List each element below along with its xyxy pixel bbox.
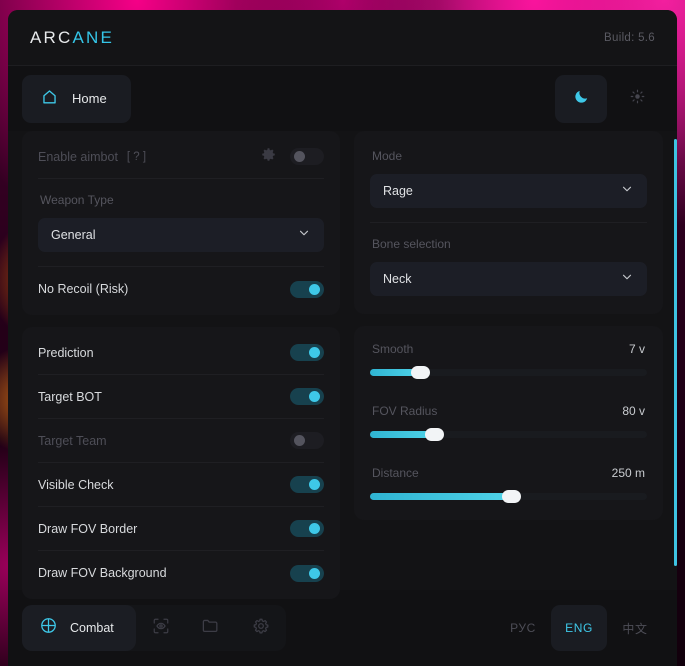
row-target-team[interactable]: Target Team <box>38 419 324 463</box>
toggle-list-card: Prediction Target BOT Target Team Visible C… <box>22 327 340 599</box>
row-visible-check[interactable]: Visible Check <box>38 463 324 507</box>
bone-selection-label: Bone selection <box>372 237 451 251</box>
row-enable-aimbot[interactable]: Enable aimbot [ ? ] <box>38 135 324 179</box>
settings-gear-icon <box>252 617 270 640</box>
slider-label: FOV Radius <box>372 404 438 418</box>
theme-dark-button[interactable] <box>555 74 607 123</box>
row-target-bot[interactable]: Target BOT <box>38 375 324 419</box>
weapon-type-value: General <box>51 228 96 242</box>
home-icon <box>40 87 59 111</box>
toggle-row-label: Prediction <box>38 345 94 360</box>
navigation-bar: Home <box>8 66 677 131</box>
toggle-switch[interactable] <box>290 564 324 582</box>
no-recoil-toggle[interactable] <box>290 280 324 298</box>
chevron-down-icon <box>297 226 311 245</box>
slider-value: 250 m <box>611 466 645 480</box>
slider-track[interactable] <box>370 428 647 441</box>
app-logo: ARCANE <box>30 28 114 48</box>
chevron-down-icon <box>620 270 634 289</box>
left-column: Enable aimbot [ ? ] Weapon Type <box>22 131 340 599</box>
slider-track[interactable] <box>370 490 647 503</box>
application-window: ARCANE Build: 5.6 Home <box>8 10 677 666</box>
toggle-row-label: Draw FOV Border <box>38 521 138 536</box>
bone-selection-value: Neck <box>383 272 412 286</box>
aimbot-card: Enable aimbot [ ? ] Weapon Type <box>22 131 340 315</box>
row-draw-fov-background[interactable]: Draw FOV Background <box>38 551 324 595</box>
right-column: Mode Rage Bone selection Neck <box>354 131 663 590</box>
theme-light-button[interactable] <box>611 75 663 123</box>
bone-selection-select[interactable]: Neck <box>370 262 647 296</box>
mode-field: Mode Rage <box>370 135 647 223</box>
chevron-down-icon <box>620 182 634 201</box>
tab-visuals[interactable] <box>136 605 186 651</box>
theme-switcher <box>555 74 663 123</box>
tab-configs[interactable] <box>186 605 236 651</box>
toggle-switch[interactable] <box>290 476 324 493</box>
toggle-row-label: Target Team <box>38 433 107 448</box>
language-button[interactable]: РУС <box>510 621 536 635</box>
bone-selection-field: Bone selection Neck <box>370 223 647 310</box>
slider-handle[interactable] <box>502 490 522 503</box>
toggle-row-label: Draw FOV Background <box>38 566 167 580</box>
slider-fill <box>370 493 512 500</box>
slider-smooth: Smooth 7 v <box>370 330 647 392</box>
slider-track[interactable] <box>370 366 647 379</box>
logo-accent: ANE <box>72 27 115 47</box>
tab-combat[interactable]: Combat <box>22 605 136 651</box>
slider-distance: Distance 250 m <box>370 454 647 516</box>
weapon-type-field: Weapon Type General <box>38 179 324 267</box>
toggle-switch[interactable] <box>290 388 324 405</box>
slider-handle[interactable] <box>410 366 430 379</box>
nav-tab-home-label: Home <box>72 91 107 106</box>
settings-body: Enable aimbot [ ? ] Weapon Type <box>8 131 677 599</box>
crosshair-icon <box>39 616 58 640</box>
toggle-row-label: Visible Check <box>38 477 114 492</box>
toggle-switch[interactable] <box>290 344 324 361</box>
gear-icon[interactable] <box>261 147 276 167</box>
enable-aimbot-label: Enable aimbot <box>38 149 118 164</box>
enable-aimbot-toggle[interactable] <box>290 148 324 165</box>
logo-primary: ARC <box>30 27 73 47</box>
row-prediction[interactable]: Prediction <box>38 331 324 375</box>
mode-value: Rage <box>383 184 413 198</box>
slider-value: 80 v <box>622 404 645 418</box>
slider-fov-radius: FOV Radius 80 v <box>370 392 647 454</box>
language-switcher: РУС ENG 中文 <box>495 605 663 651</box>
slider-label: Distance <box>372 466 419 480</box>
weapon-type-select[interactable]: General <box>38 218 324 252</box>
row-no-recoil[interactable]: No Recoil (Risk) <box>38 267 324 311</box>
tab-combat-label: Combat <box>70 621 114 635</box>
sliders-card: Smooth 7 v FOV Radius 80 v Distance 250 m <box>354 326 663 520</box>
footer-bar: Combat <box>8 590 677 666</box>
slider-fill <box>370 431 434 438</box>
toggle-row-label: Target BOT <box>38 389 102 404</box>
slider-value: 7 v <box>628 342 645 356</box>
weapon-type-label: Weapon Type <box>40 193 114 207</box>
row-draw-fov-border[interactable]: Draw FOV Border <box>38 507 324 551</box>
title-bar: ARCANE Build: 5.6 <box>8 10 677 66</box>
mode-select[interactable]: Rage <box>370 174 647 208</box>
slider-label: Smooth <box>372 342 414 356</box>
vertical-scrollbar[interactable] <box>674 139 677 566</box>
toggle-switch[interactable] <box>290 520 324 537</box>
toggle-switch[interactable] <box>290 432 324 449</box>
moon-icon <box>573 88 590 110</box>
mode-card: Mode Rage Bone selection Neck <box>354 131 663 314</box>
language-button[interactable]: ENG <box>551 605 607 651</box>
mode-label: Mode <box>372 149 403 163</box>
folder-icon <box>201 616 220 640</box>
enable-aimbot-help[interactable]: [ ? ] <box>126 150 147 163</box>
slider-fill <box>370 369 420 376</box>
slider-handle[interactable] <box>424 428 444 441</box>
sun-icon <box>630 89 645 109</box>
build-version: Build: 5.6 <box>604 31 655 44</box>
tab-settings[interactable] <box>236 605 286 651</box>
visuals-icon <box>152 617 170 640</box>
no-recoil-label: No Recoil (Risk) <box>38 282 129 296</box>
nav-tab-home[interactable]: Home <box>22 74 131 123</box>
mode-tab-group: Combat <box>22 605 286 651</box>
language-button[interactable]: 中文 <box>622 621 648 636</box>
